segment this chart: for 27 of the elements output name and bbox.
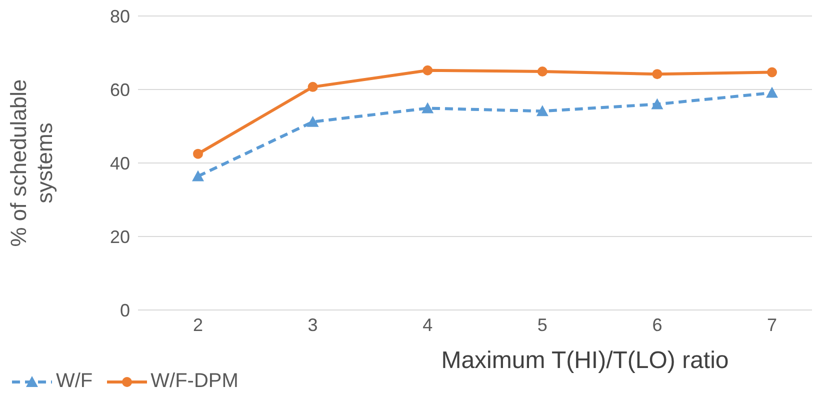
- point: [766, 86, 778, 98]
- x-axis-title: Maximum T(HI)/T(LO) ratio: [441, 347, 729, 374]
- point: [422, 65, 433, 76]
- x-tick-label: 4: [422, 314, 433, 335]
- point: [651, 98, 664, 110]
- y-axis-title: % of schedulable systems: [6, 79, 57, 247]
- point: [537, 66, 548, 76]
- x-tick-label: 6: [652, 314, 662, 335]
- x-tick-label: 2: [192, 314, 204, 335]
- x-tick-label: 5: [537, 314, 548, 335]
- point: [308, 82, 318, 92]
- y-tick-label: 40: [110, 153, 130, 174]
- y-tick-label: 0: [120, 300, 130, 320]
- legend-label: W/F-DPM: [150, 370, 238, 393]
- point: [652, 69, 662, 80]
- point: [422, 102, 434, 114]
- y-tick-label: 60: [110, 80, 130, 100]
- point: [306, 116, 319, 127]
- x-tick-label: 3: [308, 314, 318, 335]
- point: [193, 148, 203, 159]
- point: [767, 67, 777, 78]
- y-tick-label: 80: [110, 6, 130, 26]
- point: [192, 170, 204, 182]
- x-tick-label: 7: [766, 314, 778, 335]
- y-tick-label: 20: [110, 226, 130, 247]
- legend-label: W/F: [55, 370, 93, 393]
- point: [536, 105, 548, 116]
